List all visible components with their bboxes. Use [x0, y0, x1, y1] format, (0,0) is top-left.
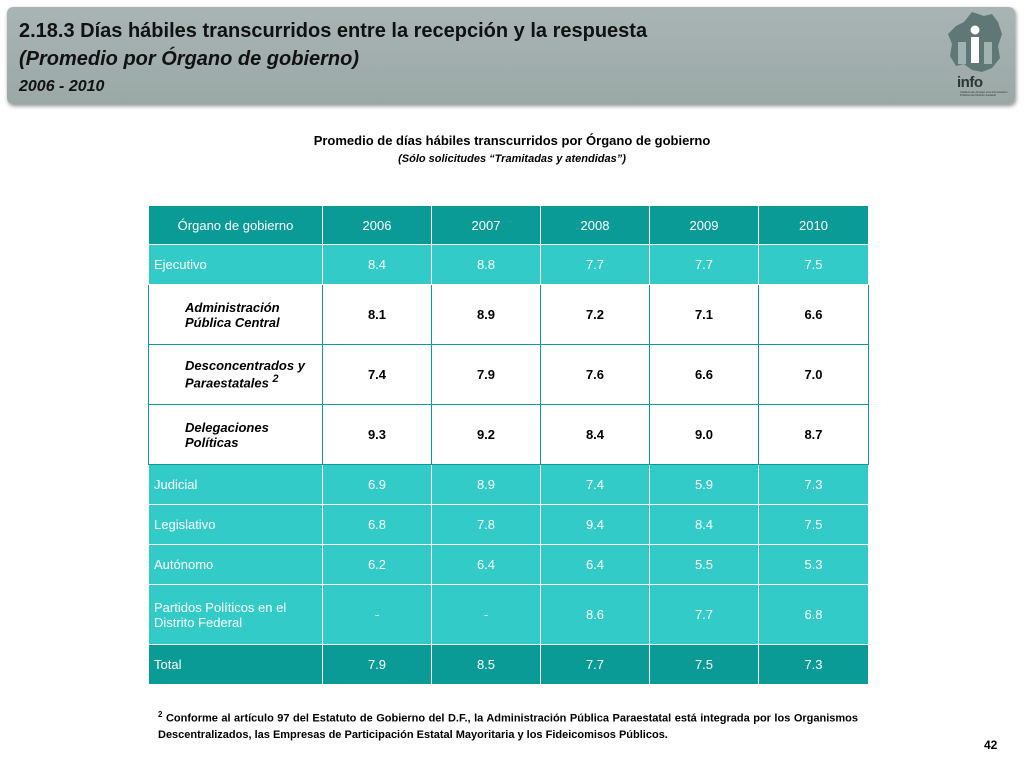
row-label: Desconcentrados y Paraestatales 2 [148, 344, 323, 405]
row-label: Delegaciones Políticas [148, 404, 323, 465]
table-cell: 7.1 [649, 284, 759, 345]
table-cell: 7.0 [758, 344, 869, 405]
table-cell: 7.5 [758, 504, 869, 545]
table-cell: 6.2 [322, 544, 432, 585]
row-label: Total [148, 644, 323, 685]
column-header: 2007 [431, 205, 541, 245]
table-cell: 6.8 [322, 504, 432, 545]
table-cell: 5.5 [649, 544, 759, 585]
table-cell: 8.1 [322, 284, 432, 345]
table-cell: 7.6 [540, 344, 650, 405]
row-label: Autónomo [148, 544, 323, 585]
table-cell: 9.3 [322, 404, 432, 465]
footnote-marker: 2 [158, 710, 163, 719]
table-row: Judicial 6.9 8.9 7.4 5.9 7.3 [148, 464, 869, 505]
table-cell: 7.7 [540, 644, 650, 685]
table-cell: 8.4 [540, 404, 650, 465]
table-cell: 8.7 [758, 404, 869, 465]
table-cell: 6.6 [758, 284, 869, 345]
table-cell: 8.4 [322, 244, 432, 285]
table-row: Autónomo 6.2 6.4 6.4 5.5 5.3 [148, 544, 869, 585]
table-note: (Sólo solicitudes “Tramitadas y atendida… [398, 153, 626, 165]
table-cell: 7.9 [322, 644, 432, 685]
table-title: Promedio de días hábiles transcurridos p… [313, 133, 711, 148]
column-header: 2010 [758, 205, 869, 245]
row-label: Judicial [148, 464, 323, 505]
table-cell: - [431, 584, 541, 645]
logo-wordmark: info [957, 74, 983, 91]
table-cell: 8.8 [431, 244, 541, 285]
table-cell: 7.4 [540, 464, 650, 505]
table-cell: 7.5 [758, 244, 869, 285]
table-cell: 8.6 [540, 584, 650, 645]
infodf-logo-icon [948, 12, 1002, 72]
table-row: Ejecutivo 8.4 8.8 7.7 7.7 7.5 [148, 244, 869, 285]
footnote-marker: 2 [272, 373, 279, 386]
table-cell: 5.9 [649, 464, 759, 505]
page-number: 42 [984, 738, 998, 752]
table-cell: 9.2 [431, 404, 541, 465]
table-row: Delegaciones Políticas 9.3 9.2 8.4 9.0 8… [148, 404, 869, 465]
page-period: 2006 - 2010 [19, 78, 105, 95]
table-cell: 7.4 [322, 344, 432, 405]
table-cell: 9.0 [649, 404, 759, 465]
page-title: 2.18.3 Días hábiles transcurridos entre … [19, 20, 648, 42]
table-cell: 7.7 [649, 584, 759, 645]
table-cell: 8.4 [649, 504, 759, 545]
row-label: Legislativo [148, 504, 323, 545]
table-row: Partidos Políticos en el Distrito Federa… [148, 584, 869, 645]
column-header: Órgano de gobierno [148, 205, 323, 245]
column-header: 2009 [649, 205, 759, 245]
table-cell: 7.5 [649, 644, 759, 685]
title-banner: 2.18.3 Días hábiles transcurridos entre … [7, 7, 1015, 104]
table-header-row: Órgano de gobierno 2006 2007 2008 2009 2… [148, 205, 869, 245]
footnote-text: Conforme al artículo 97 del Estatuto de … [158, 712, 859, 741]
table-row: Legislativo 6.8 7.8 9.4 8.4 7.5 [148, 504, 869, 545]
table-cell: 8.9 [431, 464, 541, 505]
table-cell: 7.7 [540, 244, 650, 285]
table-cell: 6.9 [322, 464, 432, 505]
table-cell: 7.9 [431, 344, 541, 405]
table-cell: 8.9 [431, 284, 541, 345]
table-cell: 8.5 [431, 644, 541, 685]
table-cell: 7.7 [649, 244, 759, 285]
table-row: Desconcentrados y Paraestatales 2 7.4 7.… [148, 344, 869, 405]
table-cell: 6.4 [540, 544, 650, 585]
page-subtitle: (Promedio por Órgano de gobierno) [19, 48, 359, 70]
table-cell: 6.4 [431, 544, 541, 585]
table-cell: 5.3 [758, 544, 869, 585]
table-cell: 7.3 [758, 464, 869, 505]
table-cell: 7.8 [431, 504, 541, 545]
table-cell: 7.2 [540, 284, 650, 345]
table-cell: 7.3 [758, 644, 869, 685]
total-row: Total 7.9 8.5 7.7 7.5 7.3 [148, 644, 869, 685]
table-cell: 6.8 [758, 584, 869, 645]
row-label-text: Desconcentrados y Paraestatales [185, 358, 305, 391]
column-header: 2008 [540, 205, 650, 245]
column-header: 2006 [322, 205, 432, 245]
footnote: 2 Conforme al artículo 97 del Estatuto d… [158, 707, 858, 743]
table-cell: 9.4 [540, 504, 650, 545]
row-label: Partidos Políticos en el Distrito Federa… [148, 584, 323, 645]
table-cell: 6.6 [649, 344, 759, 405]
table-row: Administración Pública Central 8.1 8.9 7… [148, 284, 869, 345]
logo-subtext: Instituto de Acceso a la Información Púb… [960, 90, 1008, 97]
row-label: Ejecutivo [148, 244, 323, 285]
data-table: Órgano de gobierno 2006 2007 2008 2009 2… [148, 205, 869, 685]
row-label: Administración Pública Central [148, 284, 323, 345]
table-cell: - [322, 584, 432, 645]
